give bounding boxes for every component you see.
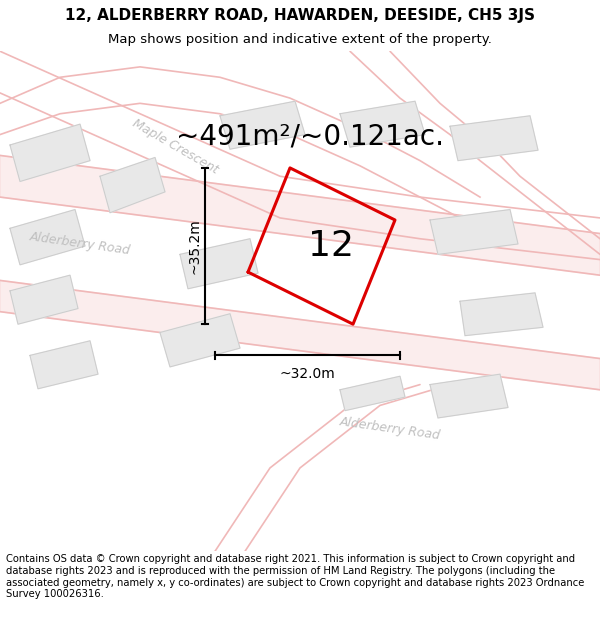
Text: Maple Crescent: Maple Crescent bbox=[130, 118, 220, 177]
Polygon shape bbox=[0, 156, 600, 275]
Text: Contains OS data © Crown copyright and database right 2021. This information is : Contains OS data © Crown copyright and d… bbox=[6, 554, 584, 599]
Text: ~32.0m: ~32.0m bbox=[280, 367, 335, 381]
Polygon shape bbox=[340, 376, 405, 411]
Polygon shape bbox=[450, 116, 538, 161]
Text: ~35.2m: ~35.2m bbox=[188, 218, 202, 274]
Polygon shape bbox=[10, 124, 90, 181]
Polygon shape bbox=[30, 341, 98, 389]
Polygon shape bbox=[220, 101, 305, 149]
Polygon shape bbox=[180, 239, 258, 289]
Text: 12: 12 bbox=[308, 229, 355, 263]
Text: ~491m²/~0.121ac.: ~491m²/~0.121ac. bbox=[176, 122, 444, 151]
Polygon shape bbox=[0, 281, 600, 390]
Polygon shape bbox=[430, 209, 518, 254]
Text: Map shows position and indicative extent of the property.: Map shows position and indicative extent… bbox=[108, 34, 492, 46]
Polygon shape bbox=[10, 275, 78, 324]
Polygon shape bbox=[340, 101, 425, 147]
Polygon shape bbox=[430, 374, 508, 418]
Polygon shape bbox=[160, 314, 240, 367]
Polygon shape bbox=[100, 158, 165, 212]
Text: 12, ALDERBERRY ROAD, HAWARDEN, DEESIDE, CH5 3JS: 12, ALDERBERRY ROAD, HAWARDEN, DEESIDE, … bbox=[65, 8, 535, 23]
Polygon shape bbox=[460, 293, 543, 336]
Polygon shape bbox=[10, 209, 85, 265]
Text: Alderberry Road: Alderberry Road bbox=[29, 231, 131, 258]
Text: Alderberry Road: Alderberry Road bbox=[339, 415, 441, 442]
